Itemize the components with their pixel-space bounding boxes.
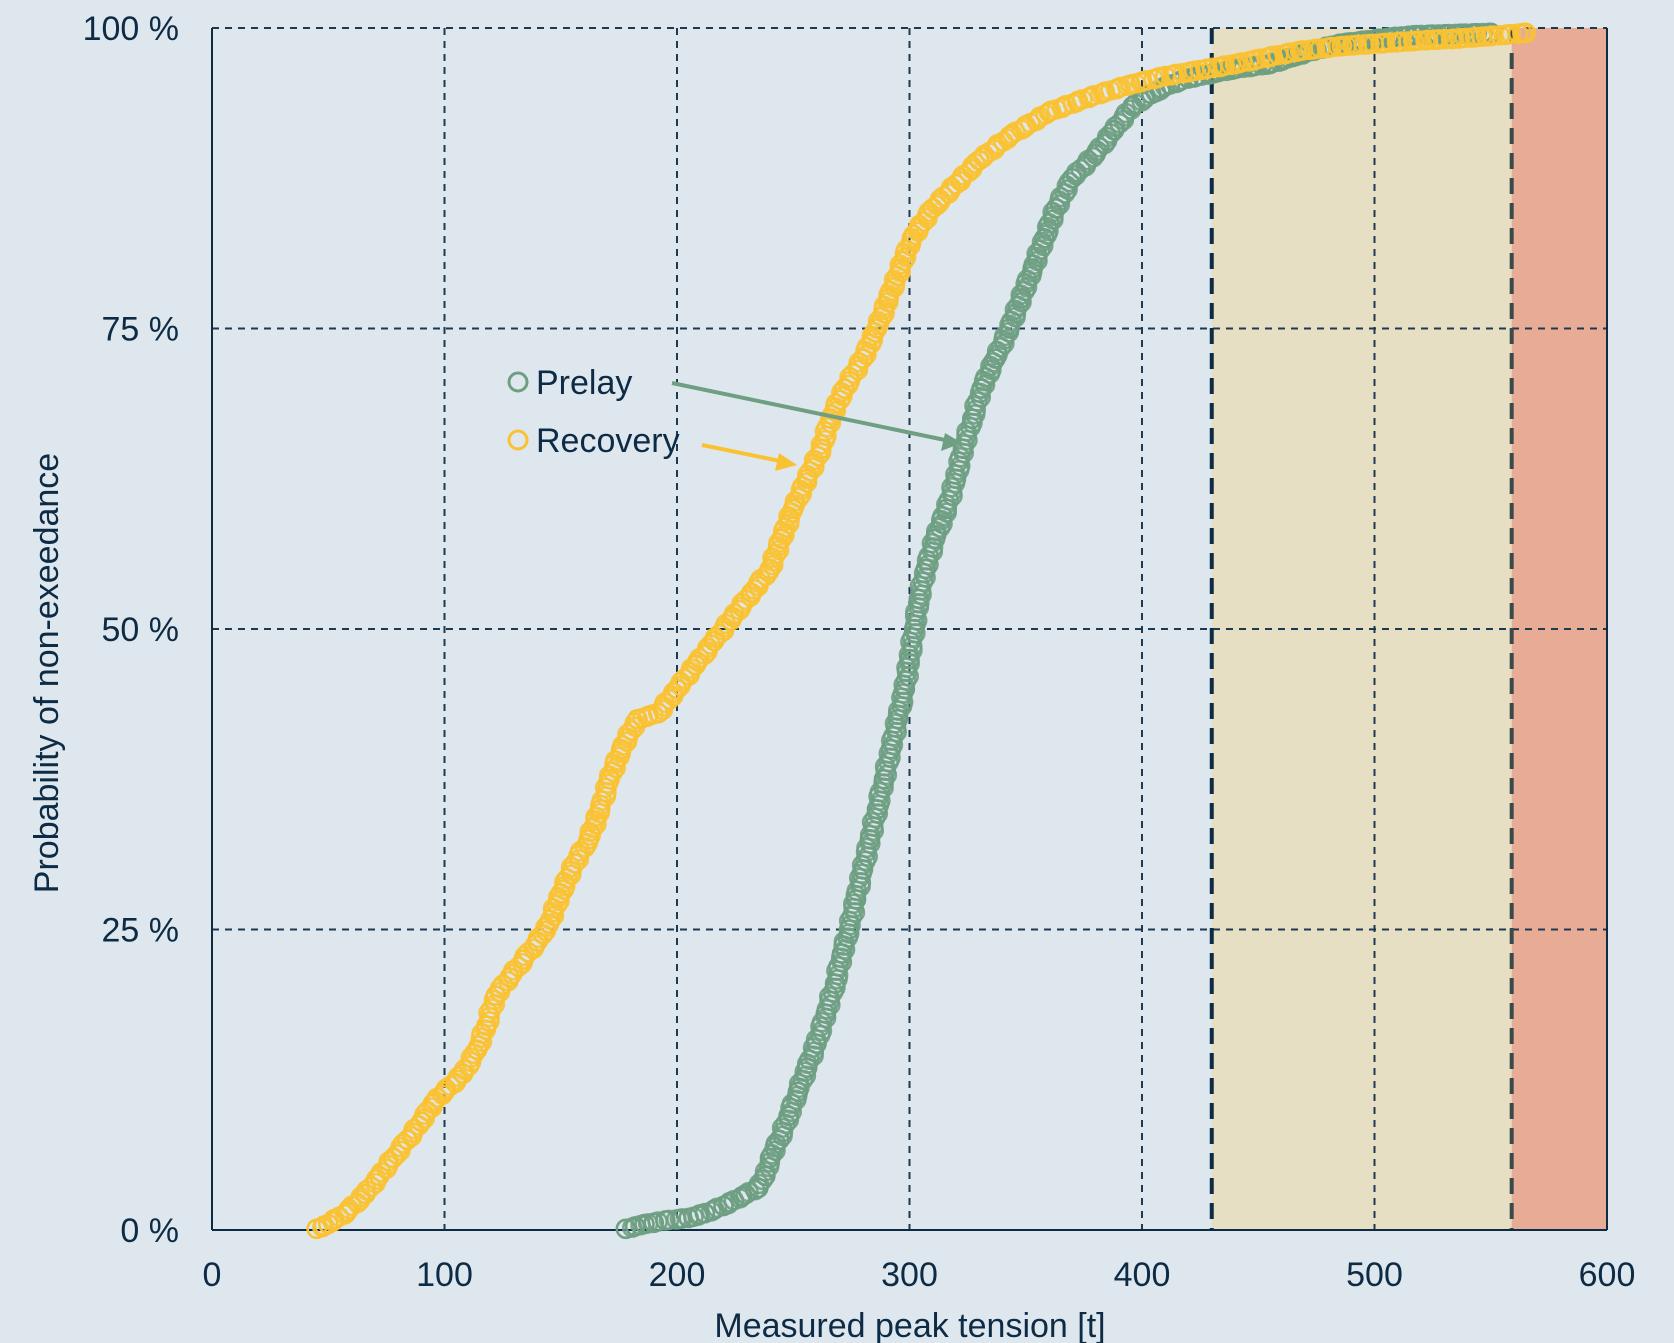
y-axis-title: Probability of non-exeedance bbox=[28, 453, 66, 893]
y-tick-label: 50 % bbox=[102, 611, 180, 649]
data-point-prelay bbox=[966, 391, 988, 412]
data-point-recovery bbox=[1321, 36, 1343, 58]
data-point-recovery bbox=[674, 668, 695, 690]
data-point-recovery bbox=[1136, 69, 1157, 91]
legend-label-prelay: Prelay bbox=[536, 364, 632, 402]
y-tick-label: 100 % bbox=[83, 10, 179, 48]
x-tick-label: 400 bbox=[1114, 1256, 1171, 1294]
x-tick-label: 100 bbox=[416, 1256, 473, 1294]
data-point-prelay bbox=[735, 1183, 756, 1205]
data-point-prelay bbox=[752, 1169, 774, 1191]
data-point-recovery bbox=[903, 224, 924, 246]
x-axis-title: Measured peak tension [t] bbox=[714, 1307, 1105, 1343]
data-point-recovery bbox=[999, 125, 1020, 147]
y-tick-label: 75 % bbox=[102, 311, 180, 349]
data-point-recovery bbox=[741, 582, 762, 604]
y-tick-label: 25 % bbox=[102, 912, 180, 950]
data-point-recovery bbox=[1515, 22, 1536, 44]
data-point-recovery bbox=[350, 1186, 372, 1208]
data-series bbox=[306, 22, 1536, 1240]
data-point-prelay bbox=[949, 446, 971, 468]
y-tick-label: 0 % bbox=[120, 1212, 179, 1250]
legend-arrow-prelay bbox=[671, 381, 962, 451]
data-point-recovery bbox=[1500, 23, 1522, 45]
plot-frame bbox=[211, 28, 1608, 1231]
data-point-prelay bbox=[794, 1061, 816, 1083]
data-point-prelay bbox=[915, 558, 937, 580]
series-recovery bbox=[306, 22, 1536, 1240]
legend-marker-recovery bbox=[507, 429, 529, 451]
data-point-recovery bbox=[1374, 32, 1396, 54]
threshold-lines bbox=[1209, 28, 1514, 1230]
data-point-prelay bbox=[658, 1209, 680, 1231]
x-tick-label: 0 bbox=[203, 1256, 222, 1294]
data-point-recovery bbox=[383, 1147, 404, 1169]
legend-marker-prelay bbox=[507, 371, 529, 393]
data-point-prelay bbox=[884, 713, 906, 734]
x-tick-labels: 0 100 200 300 400 500 600 bbox=[203, 1256, 1636, 1294]
data-point-recovery bbox=[403, 1118, 425, 1140]
data-point-prelay bbox=[778, 1105, 799, 1127]
legend-label-recovery: Recovery bbox=[536, 422, 680, 460]
legend-arrow-recovery bbox=[701, 443, 797, 471]
data-point-recovery bbox=[1434, 28, 1456, 50]
x-tick-label: 300 bbox=[881, 1256, 938, 1294]
x-tick-label: 500 bbox=[1346, 1256, 1403, 1294]
legend: Prelay Recovery bbox=[507, 364, 962, 471]
data-point-recovery bbox=[390, 1136, 411, 1158]
data-point-prelay bbox=[1050, 186, 1071, 208]
y-tick-labels: 0 % 25 % 50 % 75 % 100 % bbox=[83, 10, 179, 1250]
data-point-prelay bbox=[842, 893, 864, 915]
data-point-recovery bbox=[1279, 42, 1300, 63]
data-point-recovery bbox=[1428, 29, 1450, 50]
x-tick-label: 200 bbox=[649, 1256, 706, 1294]
x-tick-label: 600 bbox=[1579, 1256, 1636, 1294]
data-point-recovery bbox=[481, 998, 502, 1019]
